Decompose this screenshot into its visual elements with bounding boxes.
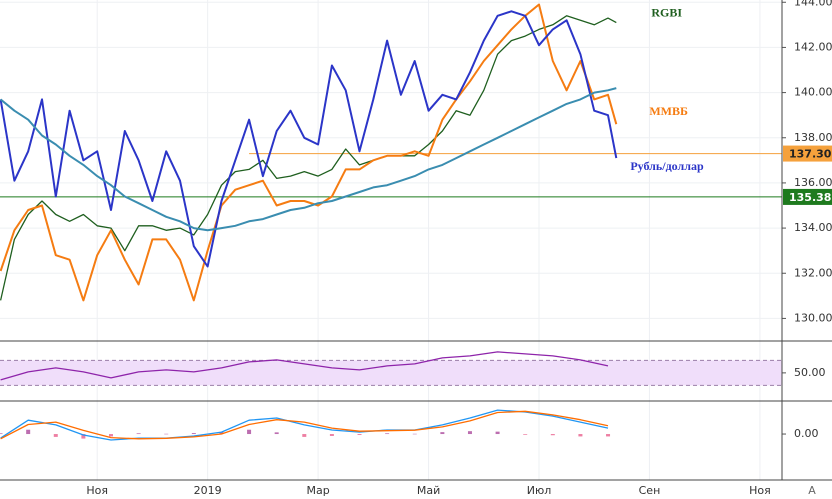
series-annotation: RGBI: [651, 5, 682, 19]
price-label-box: [783, 145, 832, 162]
histogram-bar: [606, 434, 611, 437]
histogram-bar: [495, 431, 500, 435]
histogram-bar: [274, 432, 279, 435]
y-tick-label: 50.00: [794, 366, 826, 379]
series-annotation: ММВБ: [649, 104, 688, 118]
histogram-bar: [191, 433, 196, 435]
x-tick-label: Ноя: [749, 484, 771, 497]
histogram-bar: [357, 434, 362, 435]
rsi-band: [0, 360, 782, 386]
x-tick-label: Июл: [527, 484, 552, 497]
y-tick-label: 134.00: [794, 221, 832, 234]
x-tick-label: Мар: [306, 484, 329, 497]
histogram-bar: [109, 434, 114, 437]
series-annotation: Рубль/доллар: [630, 159, 704, 173]
series-line: [0, 3, 618, 302]
y-tick-label: 140.00: [794, 86, 832, 99]
histogram-bar: [0, 433, 3, 435]
histogram-bar: [26, 429, 31, 435]
y-tick-label: 136.00: [794, 176, 832, 189]
histogram-bar: [219, 432, 224, 435]
histogram-bar: [81, 434, 86, 439]
series-line: [0, 409, 609, 441]
histogram-bar: [550, 434, 555, 436]
histogram-bar: [385, 433, 390, 435]
histogram-bar: [164, 433, 169, 435]
y-tick-label: 130.00: [794, 311, 832, 324]
histogram-bar: [302, 434, 307, 437]
series-line: [0, 351, 609, 381]
series-line: [0, 410, 609, 440]
price-label: 137.30: [789, 148, 832, 161]
price-label-box: [783, 188, 832, 205]
x-tick-label: Май: [417, 484, 440, 497]
histogram-bar: [467, 431, 472, 435]
autoscale-button[interactable]: [803, 483, 821, 498]
autoscale-label[interactable]: A: [808, 484, 816, 497]
y-tick-label: 142.00: [794, 40, 832, 53]
price-label: 135.38: [789, 191, 831, 204]
histogram-bar: [247, 429, 252, 435]
histogram-bar: [578, 434, 583, 437]
x-tick-label: Ноя: [86, 484, 108, 497]
y-tick-label: 0.00: [794, 427, 819, 440]
series-line: [0, 15, 617, 301]
y-tick-label: 132.00: [794, 266, 832, 279]
histogram-bar: [136, 433, 141, 435]
histogram-bar: [329, 434, 334, 436]
x-tick-label: Сен: [639, 484, 661, 497]
x-tick-label: 2019: [194, 484, 222, 497]
y-tick-label: 144.00: [794, 0, 832, 8]
histogram-bar: [440, 432, 445, 435]
y-tick-label: 138.00: [794, 131, 832, 144]
histogram-bar: [523, 434, 528, 435]
histogram-bar: [412, 433, 417, 435]
series-line: [0, 87, 617, 232]
histogram-bar: [53, 434, 58, 437]
